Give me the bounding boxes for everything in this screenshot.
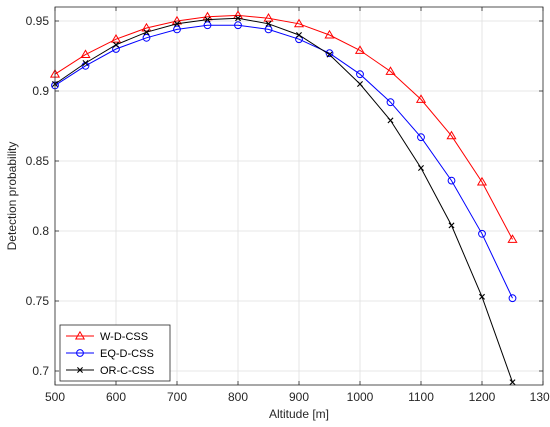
y-tick-label: 0.95	[26, 14, 50, 28]
legend: W-D-CSS EQ-D-CSS OR-C-CSS	[59, 324, 171, 382]
data-point	[326, 51, 333, 58]
legend-item: W-D-CSS	[66, 330, 148, 343]
y-tick-label: 0.9	[32, 84, 49, 98]
data-point	[234, 21, 242, 30]
x-tick-label: 800	[228, 390, 248, 404]
data-point	[173, 25, 181, 34]
x-tick-label: 1200	[469, 390, 496, 404]
y-tick-label: 0.7	[32, 364, 49, 378]
data-point	[357, 81, 363, 87]
data-point	[447, 176, 456, 185]
legend-marker	[74, 330, 86, 340]
data-point	[82, 60, 89, 66]
y-tick-label: 0.8	[32, 224, 49, 238]
series-line	[54, 17, 513, 383]
data-point	[296, 32, 302, 38]
data-point	[448, 222, 455, 229]
x-tick-label: 500	[45, 390, 65, 404]
data-point	[110, 34, 122, 43]
data-point	[112, 45, 120, 53]
data-point	[387, 117, 394, 124]
data-point	[264, 25, 273, 34]
data-point	[508, 294, 517, 303]
data-point	[235, 15, 241, 22]
data-point	[476, 176, 488, 186]
data-point	[295, 35, 303, 44]
data-point	[446, 130, 457, 140]
series-line	[54, 14, 513, 240]
data-point	[143, 29, 150, 36]
legend-marker	[77, 367, 83, 373]
x-tick-label: 600	[106, 390, 126, 404]
data-point	[386, 98, 395, 107]
data-point	[507, 234, 518, 243]
y-axis-label: Detection probability	[5, 142, 19, 251]
series-or-c-css	[52, 15, 516, 386]
data-point	[141, 22, 152, 32]
x-tick-label: 700	[167, 390, 187, 404]
y-tick-label: 0.75	[26, 294, 50, 308]
data-point	[418, 165, 424, 171]
x-tick-label: 1100	[408, 390, 434, 404]
data-point	[417, 133, 425, 142]
data-point	[113, 41, 119, 48]
series-group	[49, 10, 518, 386]
x-tick-label: 900	[289, 390, 309, 404]
data-point	[293, 18, 305, 28]
data-point	[263, 13, 274, 22]
data-point	[203, 21, 212, 30]
data-point	[478, 229, 486, 238]
data-point	[142, 33, 151, 42]
series-line	[54, 24, 513, 299]
legend-label: OR-C-CSS	[100, 365, 154, 377]
legend-label: W-D-CSS	[100, 331, 148, 343]
series-eq-d-css	[51, 21, 517, 303]
legend-item: OR-C-CSS	[66, 365, 154, 377]
data-point	[324, 29, 335, 39]
x-axis-label: Altitude [m]	[269, 407, 329, 421]
legend-label: EQ-D-CSS	[100, 348, 154, 360]
data-point	[204, 16, 211, 23]
data-point	[479, 293, 485, 300]
legend-item: EQ-D-CSS	[66, 348, 154, 360]
data-point	[325, 49, 334, 58]
data-point	[354, 45, 366, 54]
data-point	[356, 70, 364, 79]
data-point	[265, 20, 272, 27]
series-w-d-css	[49, 10, 518, 243]
data-point	[174, 20, 180, 27]
legend-marker	[76, 349, 84, 357]
data-point	[385, 66, 396, 75]
data-point	[509, 379, 516, 386]
y-tick-label: 0.85	[26, 154, 50, 168]
grid-lines	[54, 7, 544, 385]
data-point	[80, 49, 91, 59]
data-point	[415, 94, 427, 103]
x-tick-label: 1000	[347, 390, 374, 404]
